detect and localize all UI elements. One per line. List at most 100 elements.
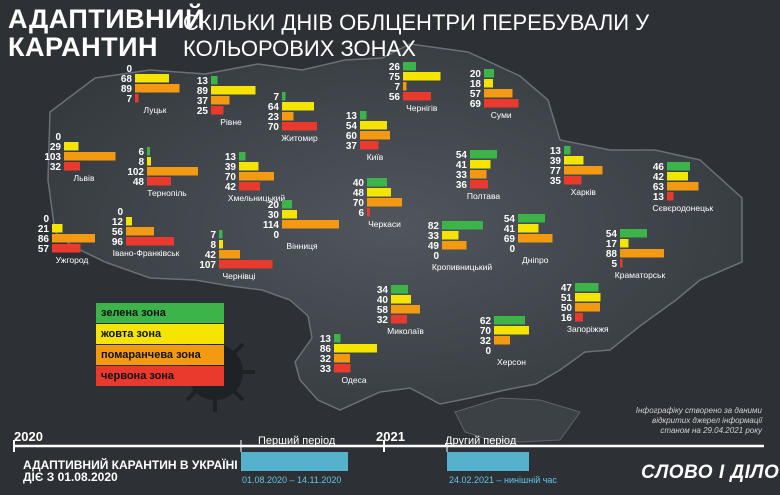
city-17-bar-1 [442, 231, 459, 240]
city-23-bar-2 [494, 336, 510, 345]
city-4-name: Суми [491, 110, 512, 120]
legend-red: червона зона [96, 366, 224, 386]
city-20-value-label-3: 32 [377, 315, 389, 326]
city-4-bar-0 [484, 69, 494, 78]
city-9-value-label-2: 33 [456, 170, 468, 181]
city-18-name: Дніпро [522, 255, 549, 265]
city-19-value-label-1: 17 [606, 239, 618, 250]
city-3-value-label-2: 7 [394, 82, 400, 93]
city-1-bar-2 [211, 96, 230, 105]
city-10-bar-2 [564, 166, 603, 175]
city-2-bar-3 [282, 122, 317, 131]
city-22-value-label-1: 86 [320, 344, 332, 355]
city-15-value-label-3: 6 [358, 208, 364, 219]
city-2-value-label-0: 7 [273, 92, 279, 103]
city-4-bar-1 [484, 79, 493, 88]
city-1-value-label-2: 37 [197, 96, 209, 107]
city-17-value-label-1: 33 [428, 231, 440, 242]
city-0-value-label-1: 68 [121, 74, 133, 85]
city-5-value-label-3: 32 [50, 162, 62, 173]
city-8-value-label-2: 60 [346, 131, 358, 142]
city-3-bar-3 [403, 92, 431, 101]
city-18-value-label-3: 0 [509, 244, 515, 255]
city-7-bar-2 [239, 172, 274, 181]
city-16-value-label-1: 8 [210, 240, 216, 251]
city-6-bar-2 [147, 167, 198, 176]
city-11-bar-1 [667, 172, 688, 181]
city-7-bar-3 [239, 182, 260, 191]
city-22-value-label-3: 33 [320, 364, 332, 375]
city-2-name: Житомир [281, 133, 318, 143]
city-0-value-label-3: 7 [126, 94, 132, 105]
city-17-value-label-0: 82 [428, 221, 440, 232]
legend-green: зелена зона [96, 303, 224, 323]
city-20-value-label-2: 58 [377, 305, 389, 316]
city-0-bar-3 [135, 94, 139, 103]
city-4-bar-3 [484, 99, 519, 108]
city-10-bar-1 [564, 156, 584, 165]
city-13-name: Івано-Франківськ [113, 248, 180, 258]
city-21-bar-0 [575, 283, 599, 292]
city-6-bar-0 [147, 147, 150, 156]
city-21-value-label-2: 50 [561, 303, 573, 314]
legend-orange: помаранчева зона [96, 345, 224, 365]
city-22-name: Одеса [341, 375, 366, 385]
city-23-value-label-2: 32 [480, 336, 492, 347]
city-19-name: Краматорськ [615, 270, 666, 280]
city-1-value-label-3: 25 [197, 106, 209, 117]
city-8-bar-1 [360, 121, 387, 130]
city-9-bar-3 [470, 180, 488, 189]
city-6-bar-3 [147, 177, 171, 186]
city-10-bar-0 [564, 146, 571, 155]
city-8-name: Київ [367, 152, 384, 162]
city-21-value-label-3: 16 [561, 313, 573, 324]
timeline-year-2021: 2021 [376, 429, 405, 444]
city-9-value-label-3: 36 [456, 180, 468, 191]
footer-line1: АДАПТИВНИЙ КАРАНТИН В УКРАЇНІ [23, 458, 238, 472]
city-20-value-label-0: 34 [377, 285, 389, 296]
city-4-bar-2 [484, 89, 513, 98]
city-7-value-label-1: 39 [225, 162, 237, 173]
city-1-value-label-0: 13 [197, 76, 209, 87]
city-6-value-label-1: 8 [138, 157, 144, 168]
city-16-bar-3 [219, 260, 273, 269]
city-16-value-label-3: 107 [199, 260, 216, 271]
city-11-value-label-2: 63 [653, 182, 665, 193]
city-7-value-label-2: 70 [225, 172, 237, 183]
city-19-bar-3 [620, 259, 623, 268]
city-18-value-label-1: 41 [504, 224, 516, 235]
city-20-bar-2 [391, 305, 420, 314]
city-5-bar-1 [64, 142, 79, 151]
period1-dates: 01.08.2020 – 14.11.2020 [242, 475, 342, 485]
city-5-value-label-0: 0 [55, 132, 61, 143]
city-11-bar-3 [667, 192, 674, 201]
city-23-bar-0 [494, 316, 525, 325]
city-0-name: Луцьк [144, 105, 167, 115]
city-18-value-label-2: 69 [504, 234, 516, 245]
city-21-bar-1 [575, 293, 601, 302]
city-14-name: Вінниця [286, 241, 318, 251]
city-2-bar-1 [282, 102, 314, 111]
city-5-name: Львів [74, 173, 95, 183]
city-2-value-label-2: 23 [268, 112, 280, 123]
city-19-bar-2 [620, 249, 664, 258]
city-19-bar-0 [620, 229, 647, 238]
city-10-name: Харків [571, 187, 597, 197]
city-18-bar-2 [518, 234, 553, 243]
city-11-value-label-3: 13 [653, 192, 665, 203]
city-14-value-label-1: 30 [268, 210, 280, 221]
city-15-name: Черкаси [368, 219, 401, 229]
city-4-value-label-3: 69 [470, 99, 482, 110]
city-12-value-label-1: 21 [38, 224, 50, 235]
